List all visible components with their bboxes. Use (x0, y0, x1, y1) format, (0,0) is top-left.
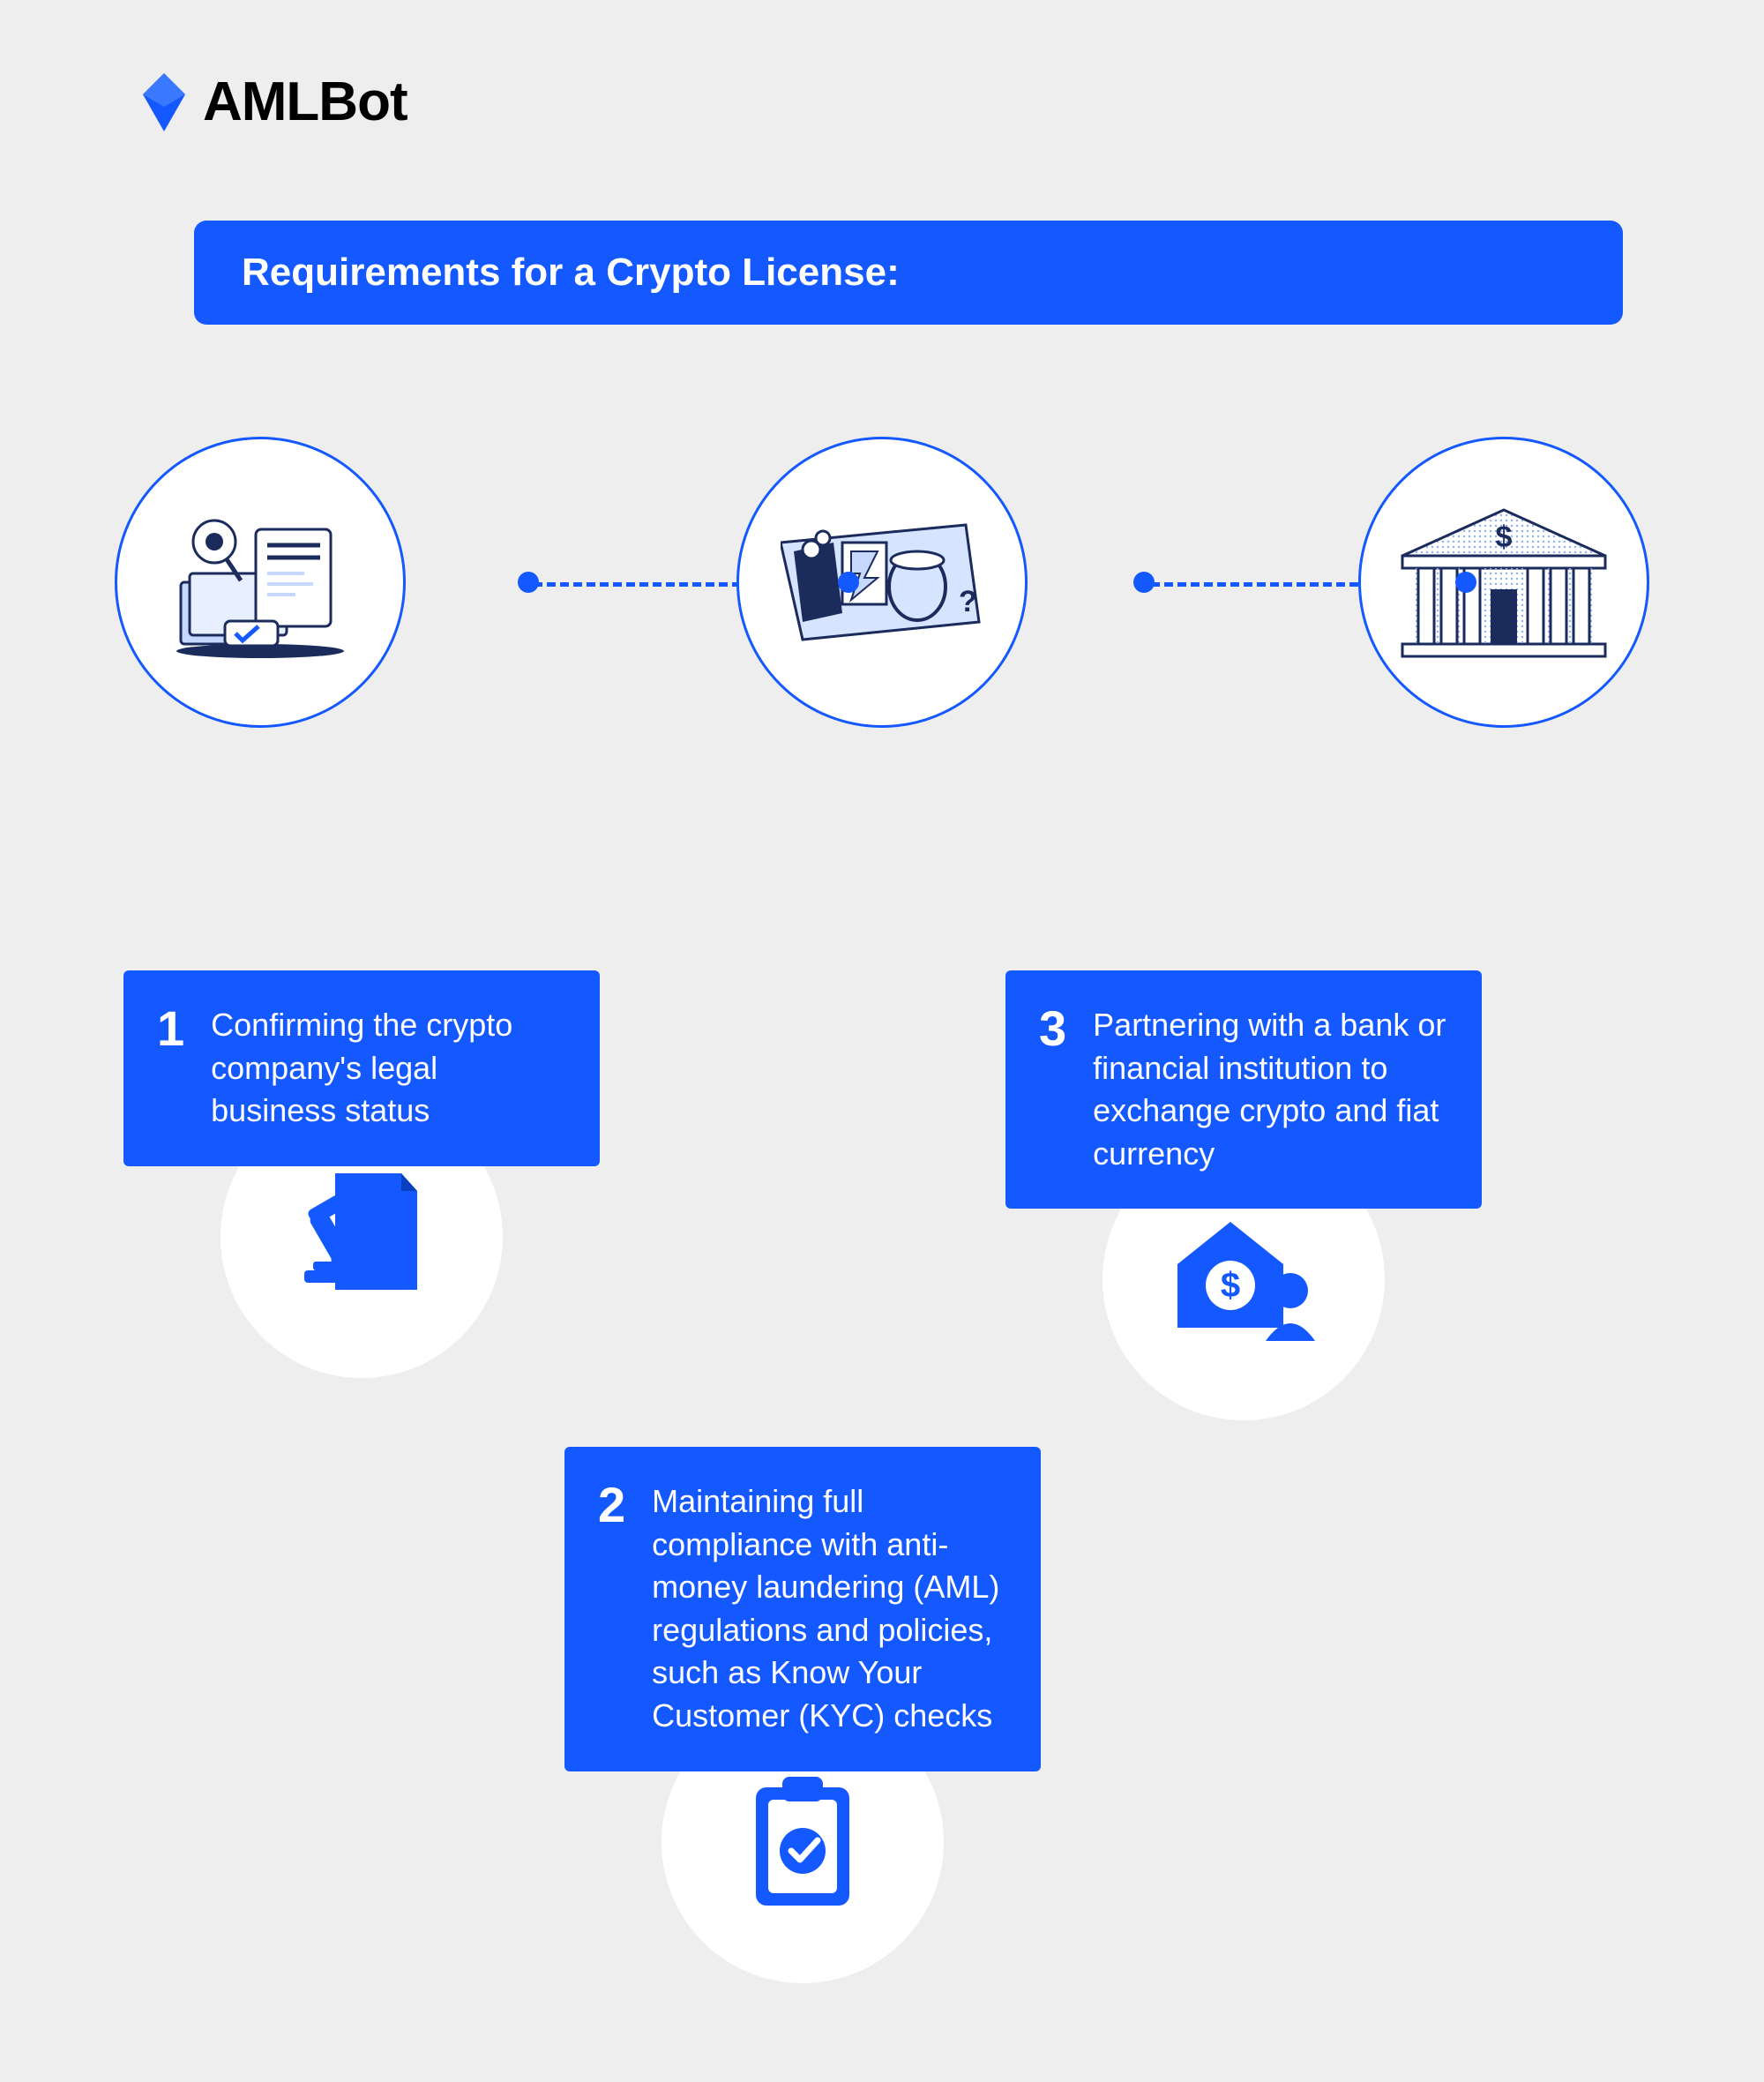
card-text: Partnering with a bank or financial inst… (1093, 1004, 1446, 1175)
brand-name: AMLBot (203, 71, 407, 133)
clipboard-check-icon (745, 1771, 860, 1913)
card-text: Confirming the crypto company's legal bu… (211, 1004, 564, 1133)
connector-dot (1133, 572, 1155, 593)
documents-magnifier-icon (163, 503, 357, 662)
steps-circles-row: ? $ (115, 423, 1649, 741)
requirement-card-1: 1 Confirming the crypto company's legal … (123, 970, 600, 1166)
step-circle-2: ? (736, 437, 1028, 728)
header-bar: Requirements for a Crypto License: (194, 221, 1623, 325)
step-circle-3: $ (1358, 437, 1649, 728)
requirement-card-2: 2 Maintaining full compliance with anti-… (564, 1447, 1041, 1771)
card-box: 2 Maintaining full compliance with anti-… (564, 1447, 1041, 1771)
card-box: 3 Partnering with a bank or financial in… (1005, 970, 1482, 1209)
connector-dot (518, 572, 539, 593)
card-number: 2 (598, 1480, 625, 1530)
card-number: 1 (157, 1004, 184, 1053)
header-title: Requirements for a Crypto License: (242, 251, 1575, 295)
connector-dot (838, 572, 859, 593)
diamond-icon (141, 71, 187, 133)
house-dollar-person-icon: $ (1169, 1213, 1319, 1345)
bank-building-icon: $ (1394, 503, 1614, 662)
abstract-shapes-icon: ? (781, 516, 983, 648)
card-text: Maintaining full compliance with anti-mo… (652, 1480, 1005, 1738)
requirement-card-3: 3 Partnering with a bank or financial in… (1005, 970, 1482, 1209)
step-circle-1 (115, 437, 406, 728)
card-box: 1 Confirming the crypto company's legal … (123, 970, 600, 1166)
card-number: 3 (1039, 1004, 1066, 1053)
brand-logo: AMLBot (141, 71, 407, 133)
connector-dot (1455, 572, 1476, 593)
gavel-document-icon (295, 1166, 428, 1307)
svg-text:$: $ (1496, 520, 1513, 554)
svg-text:?: ? (959, 585, 977, 618)
svg-text:$: $ (1221, 1266, 1240, 1305)
